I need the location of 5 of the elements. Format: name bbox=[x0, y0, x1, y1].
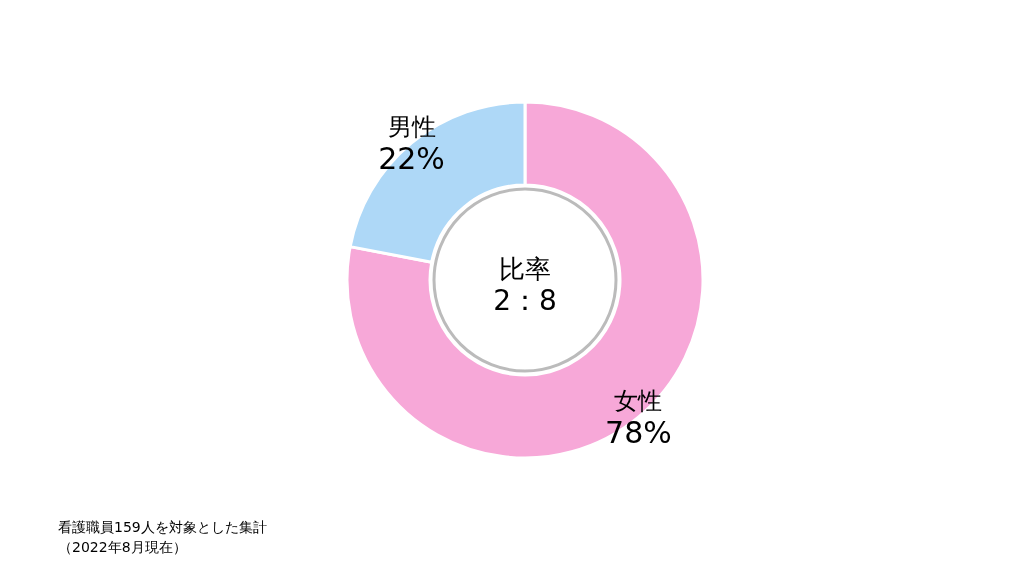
text: 比率 bbox=[499, 254, 551, 284]
text: （2022年8月現在） bbox=[58, 539, 187, 555]
text: 看護職員159人を対象とした集計 bbox=[58, 519, 267, 535]
donut-slice bbox=[345, 100, 705, 460]
text: 2：8 bbox=[493, 284, 557, 317]
